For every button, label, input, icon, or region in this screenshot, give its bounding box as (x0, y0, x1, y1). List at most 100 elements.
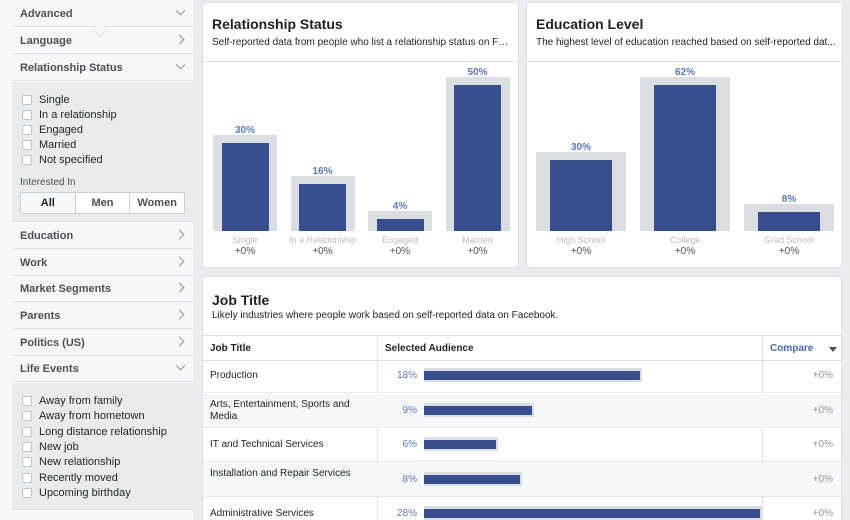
chevron-right-icon (174, 309, 186, 321)
bar-single (221, 143, 269, 231)
compare-delta: +0% (812, 370, 833, 381)
section-advanced[interactable]: Advanced (12, 1, 193, 27)
checkbox[interactable] (22, 473, 32, 483)
checkbox-label: Single (39, 94, 70, 106)
checkbox-label: Not specified (39, 154, 103, 166)
checkbox-label: Engaged (39, 124, 84, 136)
card-title: Job Title (212, 292, 270, 308)
checkbox-label: Away from hometown (39, 410, 145, 422)
column-header-job-title: Job Title (210, 343, 251, 354)
job-title-name: Administrative Services (210, 508, 314, 519)
checkbox[interactable] (22, 411, 32, 421)
checkbox[interactable] (22, 125, 32, 135)
compare-delta: +0% (812, 439, 833, 450)
checkbox[interactable] (22, 95, 32, 105)
chevron-down-icon (174, 7, 186, 19)
audience-bar (424, 405, 532, 415)
chevron-right-icon (174, 282, 186, 294)
audience-bar (424, 371, 640, 380)
bar-delta-label: +0% (312, 246, 333, 257)
checkbox-away-from-hometown[interactable]: Away from hometown (22, 409, 145, 423)
bar-engaged (376, 219, 424, 231)
bar-percent-label: 8% (781, 194, 797, 205)
interested-women-button[interactable]: Women (129, 193, 184, 213)
bar-grad-school (758, 212, 820, 231)
bar-delta-label: +0% (467, 246, 488, 257)
job-title-name: Arts, Entertainment, Sports and Media (210, 398, 350, 422)
section-relationship-status[interactable]: Relationship Status (12, 55, 193, 81)
compare-delta: +0% (812, 404, 833, 416)
section-work[interactable]: Work (12, 250, 193, 276)
column-header-selected-audience: Selected Audience (385, 343, 474, 354)
checkbox-recently-moved[interactable]: Recently moved (22, 471, 118, 485)
chevron-down-icon (174, 61, 186, 73)
checkbox-away-from-family[interactable]: Away from family (22, 394, 123, 408)
section-label: Life Events (20, 362, 79, 375)
bar-percent-label: 50% (467, 67, 488, 78)
section-language[interactable]: Language (12, 28, 193, 54)
checkbox[interactable] (22, 427, 32, 437)
chevron-right-icon (174, 34, 186, 46)
checkbox-new-relationship[interactable]: New relationship (22, 455, 120, 469)
checkbox-in-a-relationship[interactable]: In a relationship (22, 108, 117, 122)
chevron-right-icon (174, 256, 186, 268)
section-label: Parents (20, 309, 61, 322)
checkbox[interactable] (22, 110, 32, 120)
column-divider (377, 335, 378, 520)
section-label: Education (20, 229, 74, 242)
checkbox-married[interactable]: Married (22, 138, 76, 152)
bar-delta-label: +0% (389, 246, 411, 257)
checkbox-not-specified[interactable]: Not specified (22, 153, 103, 167)
audience-bar (424, 509, 760, 518)
section-education[interactable]: Education (12, 223, 193, 249)
checkbox-engaged[interactable]: Engaged (22, 123, 83, 137)
caret-down-icon[interactable] (829, 347, 837, 352)
life-events-options-panel: Away from family Away from hometown Long… (12, 383, 193, 510)
checkbox[interactable] (22, 155, 32, 165)
checkbox[interactable] (22, 488, 32, 498)
bar-delta-label: +0% (234, 246, 256, 257)
chevron-right-icon (174, 336, 186, 348)
card-subtitle: Likely industries where people work base… (212, 310, 559, 321)
checkbox-label: In a relationship (39, 109, 117, 121)
bar-college (654, 85, 716, 231)
chevron-down-icon (174, 362, 186, 374)
bar-delta-label: +0% (674, 246, 696, 257)
job-title-name: Installation and Repair Services (210, 467, 351, 479)
section-label: Relationship Status (20, 61, 123, 74)
checkbox[interactable] (22, 140, 32, 150)
table-row: IT and Technical Services 6% +0% (203, 428, 841, 462)
education-level-card: Education Level The highest level of edu… (526, 2, 843, 268)
column-divider (762, 335, 763, 520)
card-title: Relationship Status (212, 16, 343, 32)
checkbox-new-job[interactable]: New job (22, 440, 79, 454)
card-subtitle: Self-reported data from people who list … (212, 37, 512, 48)
checkbox-single[interactable]: Single (22, 93, 70, 107)
section-life-events[interactable]: Life Events (12, 356, 193, 382)
checkbox[interactable] (22, 457, 32, 467)
table-row: Arts, Entertainment, Sports and Media 9% +… (203, 393, 841, 428)
section-label: Politics (US) (20, 336, 85, 349)
section-parents[interactable]: Parents (12, 303, 193, 329)
section-market-segments[interactable]: Market Segments (12, 276, 193, 302)
bar-percent-label: 4% (392, 201, 408, 212)
audience-percent: 6% (402, 439, 417, 450)
compare-delta: +0% (812, 473, 833, 485)
compare-dropdown[interactable]: Compare (770, 343, 814, 354)
checkbox-label: Married (39, 139, 77, 151)
interested-in-toggle: All Men Women (20, 192, 185, 214)
checkbox[interactable] (22, 396, 32, 406)
bar-category-label: Single (232, 235, 258, 245)
interested-men-button[interactable]: Men (74, 193, 130, 213)
checkbox[interactable] (22, 442, 32, 452)
section-label: Advanced (20, 7, 73, 20)
checkbox-upcoming-birthday[interactable]: Upcoming birthday (22, 486, 131, 500)
bar-category-label: Grad School (763, 235, 815, 245)
interested-all-button[interactable]: All (21, 193, 75, 213)
checkbox-long-distance[interactable]: Long distance relationship (22, 425, 167, 439)
bar-percent-label: 16% (312, 166, 333, 177)
table-header: Job Title Selected Audience Compare (203, 335, 841, 361)
audience-percent: 28% (396, 508, 417, 519)
sidebar: Advanced Language Relationship Status Si… (0, 0, 193, 520)
section-politics[interactable]: Politics (US) (12, 330, 193, 356)
